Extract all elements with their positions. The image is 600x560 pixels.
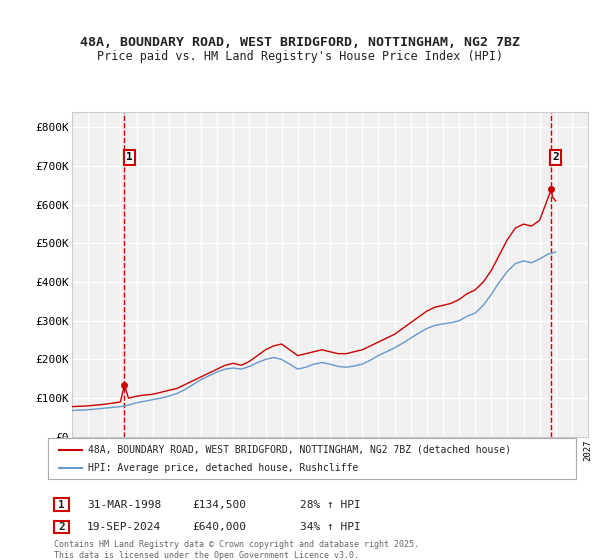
Text: 48A, BOUNDARY ROAD, WEST BRIDGFORD, NOTTINGHAM, NG2 7BZ (detached house): 48A, BOUNDARY ROAD, WEST BRIDGFORD, NOTT…: [88, 445, 511, 455]
Text: £640,000: £640,000: [192, 522, 246, 532]
Text: 1: 1: [58, 500, 65, 510]
Text: 48A, BOUNDARY ROAD, WEST BRIDGFORD, NOTTINGHAM, NG2 7BZ: 48A, BOUNDARY ROAD, WEST BRIDGFORD, NOTT…: [80, 36, 520, 49]
Text: 19-SEP-2024: 19-SEP-2024: [87, 522, 161, 532]
Text: Contains HM Land Registry data © Crown copyright and database right 2025.
This d: Contains HM Land Registry data © Crown c…: [54, 540, 419, 559]
Text: 1: 1: [126, 152, 133, 162]
Text: 28% ↑ HPI: 28% ↑ HPI: [300, 500, 361, 510]
Text: HPI: Average price, detached house, Rushcliffe: HPI: Average price, detached house, Rush…: [88, 463, 358, 473]
Text: 2: 2: [58, 522, 65, 532]
Text: £134,500: £134,500: [192, 500, 246, 510]
Text: Price paid vs. HM Land Registry's House Price Index (HPI): Price paid vs. HM Land Registry's House …: [97, 50, 503, 63]
Text: 2: 2: [553, 152, 559, 162]
Text: 34% ↑ HPI: 34% ↑ HPI: [300, 522, 361, 532]
Text: 31-MAR-1998: 31-MAR-1998: [87, 500, 161, 510]
